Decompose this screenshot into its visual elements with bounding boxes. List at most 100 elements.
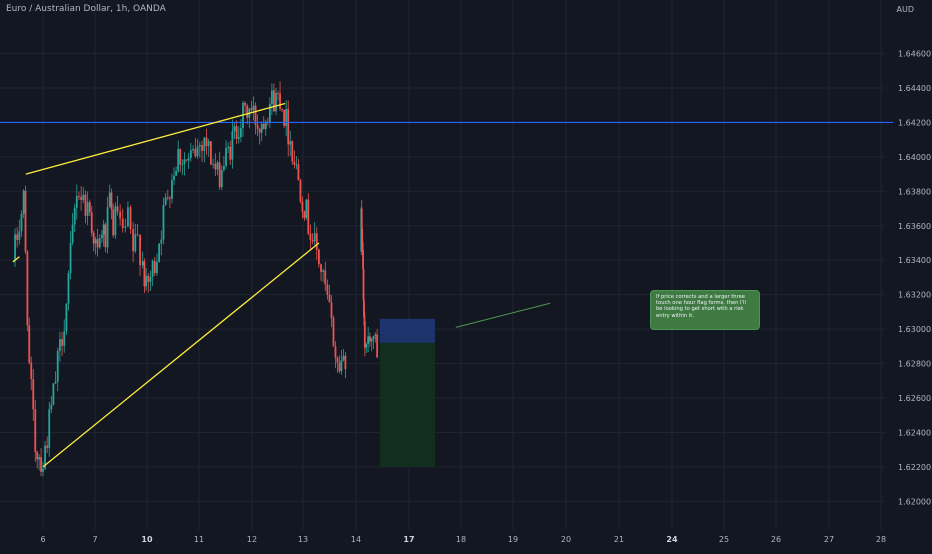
candle (92, 230, 95, 252)
candle-body (145, 275, 148, 287)
candle (94, 236, 97, 255)
candle-body (173, 175, 175, 180)
candle (311, 233, 314, 245)
candle (40, 448, 42, 477)
time-axis-label: 11 (194, 535, 204, 544)
stop-loss-zone[interactable] (379, 318, 435, 343)
candle-body (207, 141, 210, 147)
trendline-upper[interactable] (25, 102, 286, 175)
candle-body (44, 445, 46, 469)
candle-body (277, 92, 279, 94)
candle-body (75, 195, 78, 208)
candle (235, 120, 238, 144)
candle-body (129, 207, 132, 229)
candle-body (258, 128, 261, 133)
candle (171, 173, 173, 204)
candle (231, 119, 234, 169)
candle (216, 160, 219, 175)
price-axis-label: 1.64000 (898, 153, 931, 162)
candle-body (110, 192, 113, 210)
candle (20, 210, 23, 237)
candle-body (374, 334, 377, 337)
candle (134, 223, 137, 254)
candle-body (143, 261, 146, 287)
candle-body (289, 141, 292, 145)
candle (110, 188, 113, 220)
candle-body (82, 194, 85, 200)
candle (227, 142, 230, 154)
candle (330, 295, 333, 328)
price-axis-label: 1.63800 (898, 187, 931, 196)
candle-body (324, 270, 327, 285)
time-axis-label: 6 (40, 535, 45, 544)
candle-body (334, 346, 337, 358)
time-axis-label: 18 (456, 535, 466, 544)
candle (242, 100, 244, 137)
drawings[interactable] (0, 102, 893, 468)
candle (156, 253, 158, 277)
candle (153, 256, 156, 276)
candle (250, 100, 253, 113)
candle (112, 203, 115, 238)
candle (328, 284, 331, 303)
candle (69, 230, 72, 280)
candle (201, 140, 203, 162)
candle (194, 137, 197, 159)
candle (283, 109, 286, 129)
candle (82, 187, 85, 204)
candle (205, 128, 208, 155)
candle-body (156, 262, 158, 274)
candle (326, 279, 329, 300)
trendline-lower[interactable] (42, 242, 320, 468)
candle (173, 167, 175, 185)
candle (26, 250, 29, 332)
candle-body (307, 199, 310, 234)
candle (344, 352, 347, 379)
candle-body (362, 249, 364, 269)
candle-body (212, 163, 215, 165)
candle (212, 158, 215, 169)
candle (32, 368, 35, 421)
candle-body (181, 163, 184, 165)
time-axis-label: 10 (141, 535, 153, 544)
take-profit-zone[interactable] (379, 342, 435, 467)
candle-body (38, 457, 41, 460)
candle (266, 117, 269, 126)
candle (229, 140, 232, 165)
position-zones[interactable] (379, 318, 435, 467)
candle-body (187, 158, 190, 161)
candle (139, 234, 141, 277)
price-axis-label: 1.64600 (898, 50, 931, 59)
price-axis-label: 1.62600 (898, 394, 931, 403)
candle-body (201, 144, 203, 151)
candle-body (28, 325, 31, 363)
price-axis-label: 1.63200 (898, 291, 931, 300)
candle-body (48, 409, 51, 448)
candle-body (18, 231, 21, 240)
candle (268, 97, 271, 128)
candle (376, 329, 379, 359)
candle-body (90, 212, 93, 233)
trendline-stub[interactable] (12, 256, 20, 263)
trade-note[interactable]: If price corrects and a larger three tou… (650, 290, 760, 330)
candle (42, 461, 44, 477)
candle (301, 196, 304, 219)
candle-body (102, 224, 105, 235)
candle (370, 337, 373, 352)
candle-body (279, 93, 281, 109)
candle-body (56, 350, 59, 382)
candle (203, 136, 206, 163)
candle-body (225, 147, 227, 166)
candle-body (73, 207, 76, 225)
candle-body (164, 197, 167, 205)
candle (293, 150, 296, 169)
candle-body (98, 238, 101, 248)
candle-body (328, 294, 331, 303)
candle (106, 196, 109, 254)
candle (24, 185, 27, 255)
candle-body (189, 150, 192, 159)
candle (289, 130, 292, 157)
candle-body (268, 103, 271, 122)
